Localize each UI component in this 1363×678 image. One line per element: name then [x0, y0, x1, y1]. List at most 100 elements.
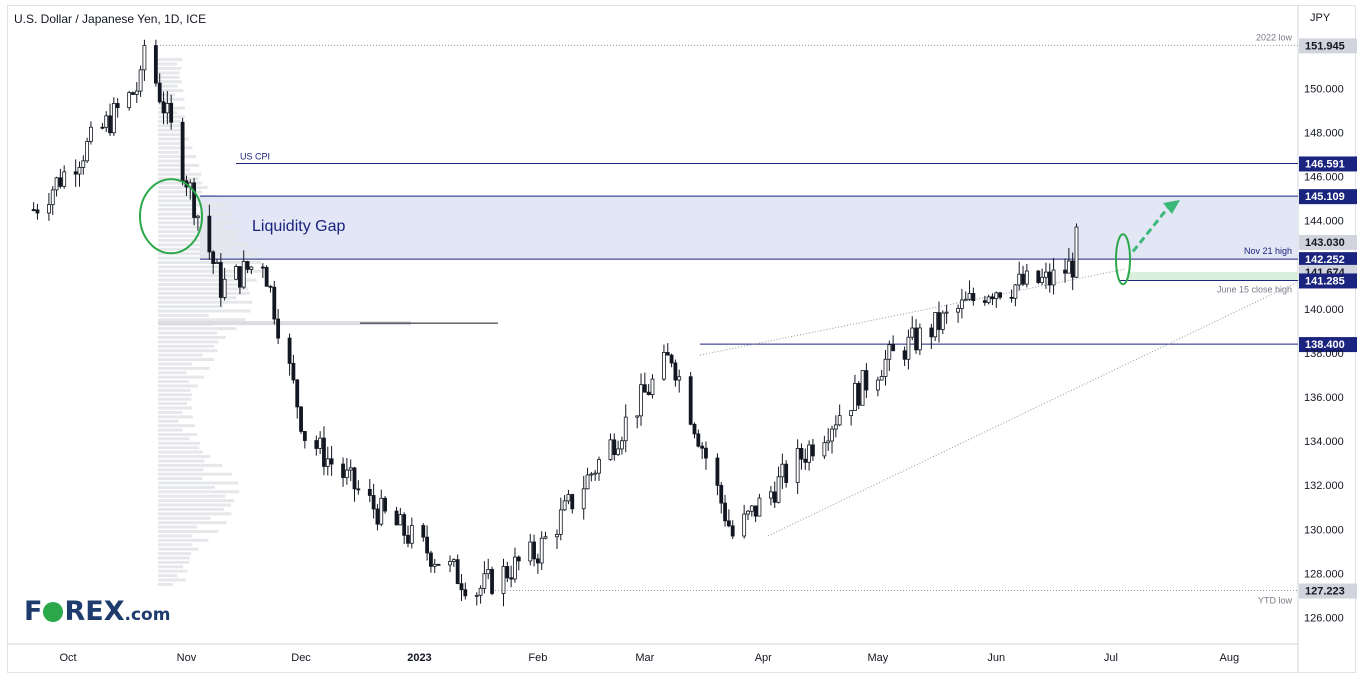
volume-profile-bar	[158, 428, 183, 432]
volume-profile-bar	[158, 71, 180, 75]
candle-body	[299, 406, 303, 432]
volume-profile-bar	[158, 499, 234, 503]
price-tag-label: 146.591	[1305, 158, 1345, 170]
volume-profile-bar	[158, 565, 183, 569]
y-tick-label: 140.000	[1304, 304, 1344, 316]
candle-body	[161, 101, 166, 114]
candle-body	[769, 491, 773, 499]
volume-profile-bar	[158, 300, 253, 304]
volume-profile-bar	[158, 181, 203, 185]
price-tag-label: 145.109	[1305, 191, 1345, 203]
x-tick-label: Oct	[59, 652, 76, 664]
candle-body	[994, 292, 999, 300]
candle-body	[218, 262, 223, 298]
x-tick-label: Feb	[528, 652, 547, 664]
volume-profile-bar	[158, 450, 203, 454]
candle-body	[429, 552, 433, 567]
support-zone	[1127, 271, 1298, 281]
candle-body	[89, 126, 93, 142]
candle-body	[157, 82, 162, 103]
candle-body	[914, 327, 918, 351]
volume-profile-bar	[158, 155, 196, 159]
candle-body	[54, 177, 59, 191]
level-note: US CPI	[240, 151, 270, 161]
candle-body	[1021, 273, 1025, 285]
volume-profile-bar	[158, 340, 219, 344]
candle-body	[371, 495, 376, 510]
candle-body	[100, 126, 105, 129]
price-tag	[1299, 273, 1357, 289]
x-tick-label: Apr	[755, 652, 772, 664]
price-tag-label: 142.252	[1305, 254, 1345, 266]
volume-profile-bar	[158, 335, 226, 339]
candle-body	[853, 383, 857, 411]
volume-profile-bar	[158, 507, 224, 511]
candle-body	[352, 467, 357, 490]
candle-body	[849, 410, 854, 417]
volume-profile-bar	[158, 543, 193, 547]
candle-body	[448, 561, 452, 566]
candle-body	[142, 45, 147, 71]
volume-profile-bar	[158, 380, 189, 384]
candle-body	[398, 514, 403, 526]
candle-body	[134, 90, 139, 95]
candle-body	[963, 298, 968, 301]
volume-profile-bar	[158, 481, 239, 485]
candle-body	[902, 350, 907, 360]
volume-profile-bar	[158, 574, 178, 578]
volume-profile-bar	[158, 168, 191, 172]
volume-profile-bar	[158, 265, 222, 269]
candle-body	[276, 318, 281, 339]
candle-body	[967, 293, 972, 300]
candle-body	[956, 308, 960, 313]
candle-body	[451, 559, 456, 562]
candle-body	[673, 362, 678, 381]
projection-arrow-line	[1131, 204, 1172, 253]
volume-profile-bar	[158, 455, 211, 459]
liquidity-gap-zone	[200, 196, 1298, 260]
candle-body	[341, 463, 345, 478]
candle-body	[344, 469, 349, 478]
candle-body	[215, 262, 219, 264]
volume-profile-bar	[158, 353, 203, 357]
candle-body	[776, 476, 781, 503]
candle-body	[1063, 269, 1067, 274]
candle-body	[723, 502, 727, 522]
price-tag-label: 151.945	[1305, 40, 1345, 52]
volume-profile-bar	[158, 313, 209, 317]
candle-body	[47, 204, 51, 214]
x-tick-label: May	[867, 652, 888, 664]
candle-body	[822, 442, 827, 457]
candle-body	[1017, 273, 1022, 286]
candle-body	[356, 488, 361, 491]
candle-body	[409, 525, 414, 544]
candle-body	[165, 102, 170, 114]
volume-profile-bar	[158, 128, 185, 132]
level-note: Nov 21 high	[1244, 246, 1292, 256]
volume-profile-bar	[158, 437, 190, 441]
volume-profile-bar	[158, 446, 200, 450]
volume-profile-bar	[158, 238, 235, 242]
candle-body	[325, 458, 330, 467]
volume-profile-bar	[158, 472, 233, 476]
volume-profile-bar	[158, 137, 189, 141]
candle-body	[677, 376, 682, 381]
price-tag	[1299, 337, 1357, 353]
candle-body	[169, 102, 174, 123]
volume-profile-bar	[158, 384, 199, 388]
price-tag-label: 141.285	[1305, 275, 1345, 287]
candle-body	[249, 266, 254, 270]
volume-profile-bar	[158, 89, 184, 93]
upper-trendline	[699, 268, 1126, 356]
volume-profile-bar	[158, 327, 237, 331]
y-tick-label: 138.000	[1304, 348, 1344, 360]
candle-body	[1024, 270, 1029, 285]
volume-profile-bar	[158, 582, 173, 586]
volume-profile-bar	[158, 80, 182, 84]
candle-body	[650, 378, 655, 396]
candle-body	[635, 415, 640, 418]
candle-body	[31, 209, 36, 211]
lower-trendline	[767, 281, 1298, 537]
volume-profile-bar	[158, 93, 175, 97]
